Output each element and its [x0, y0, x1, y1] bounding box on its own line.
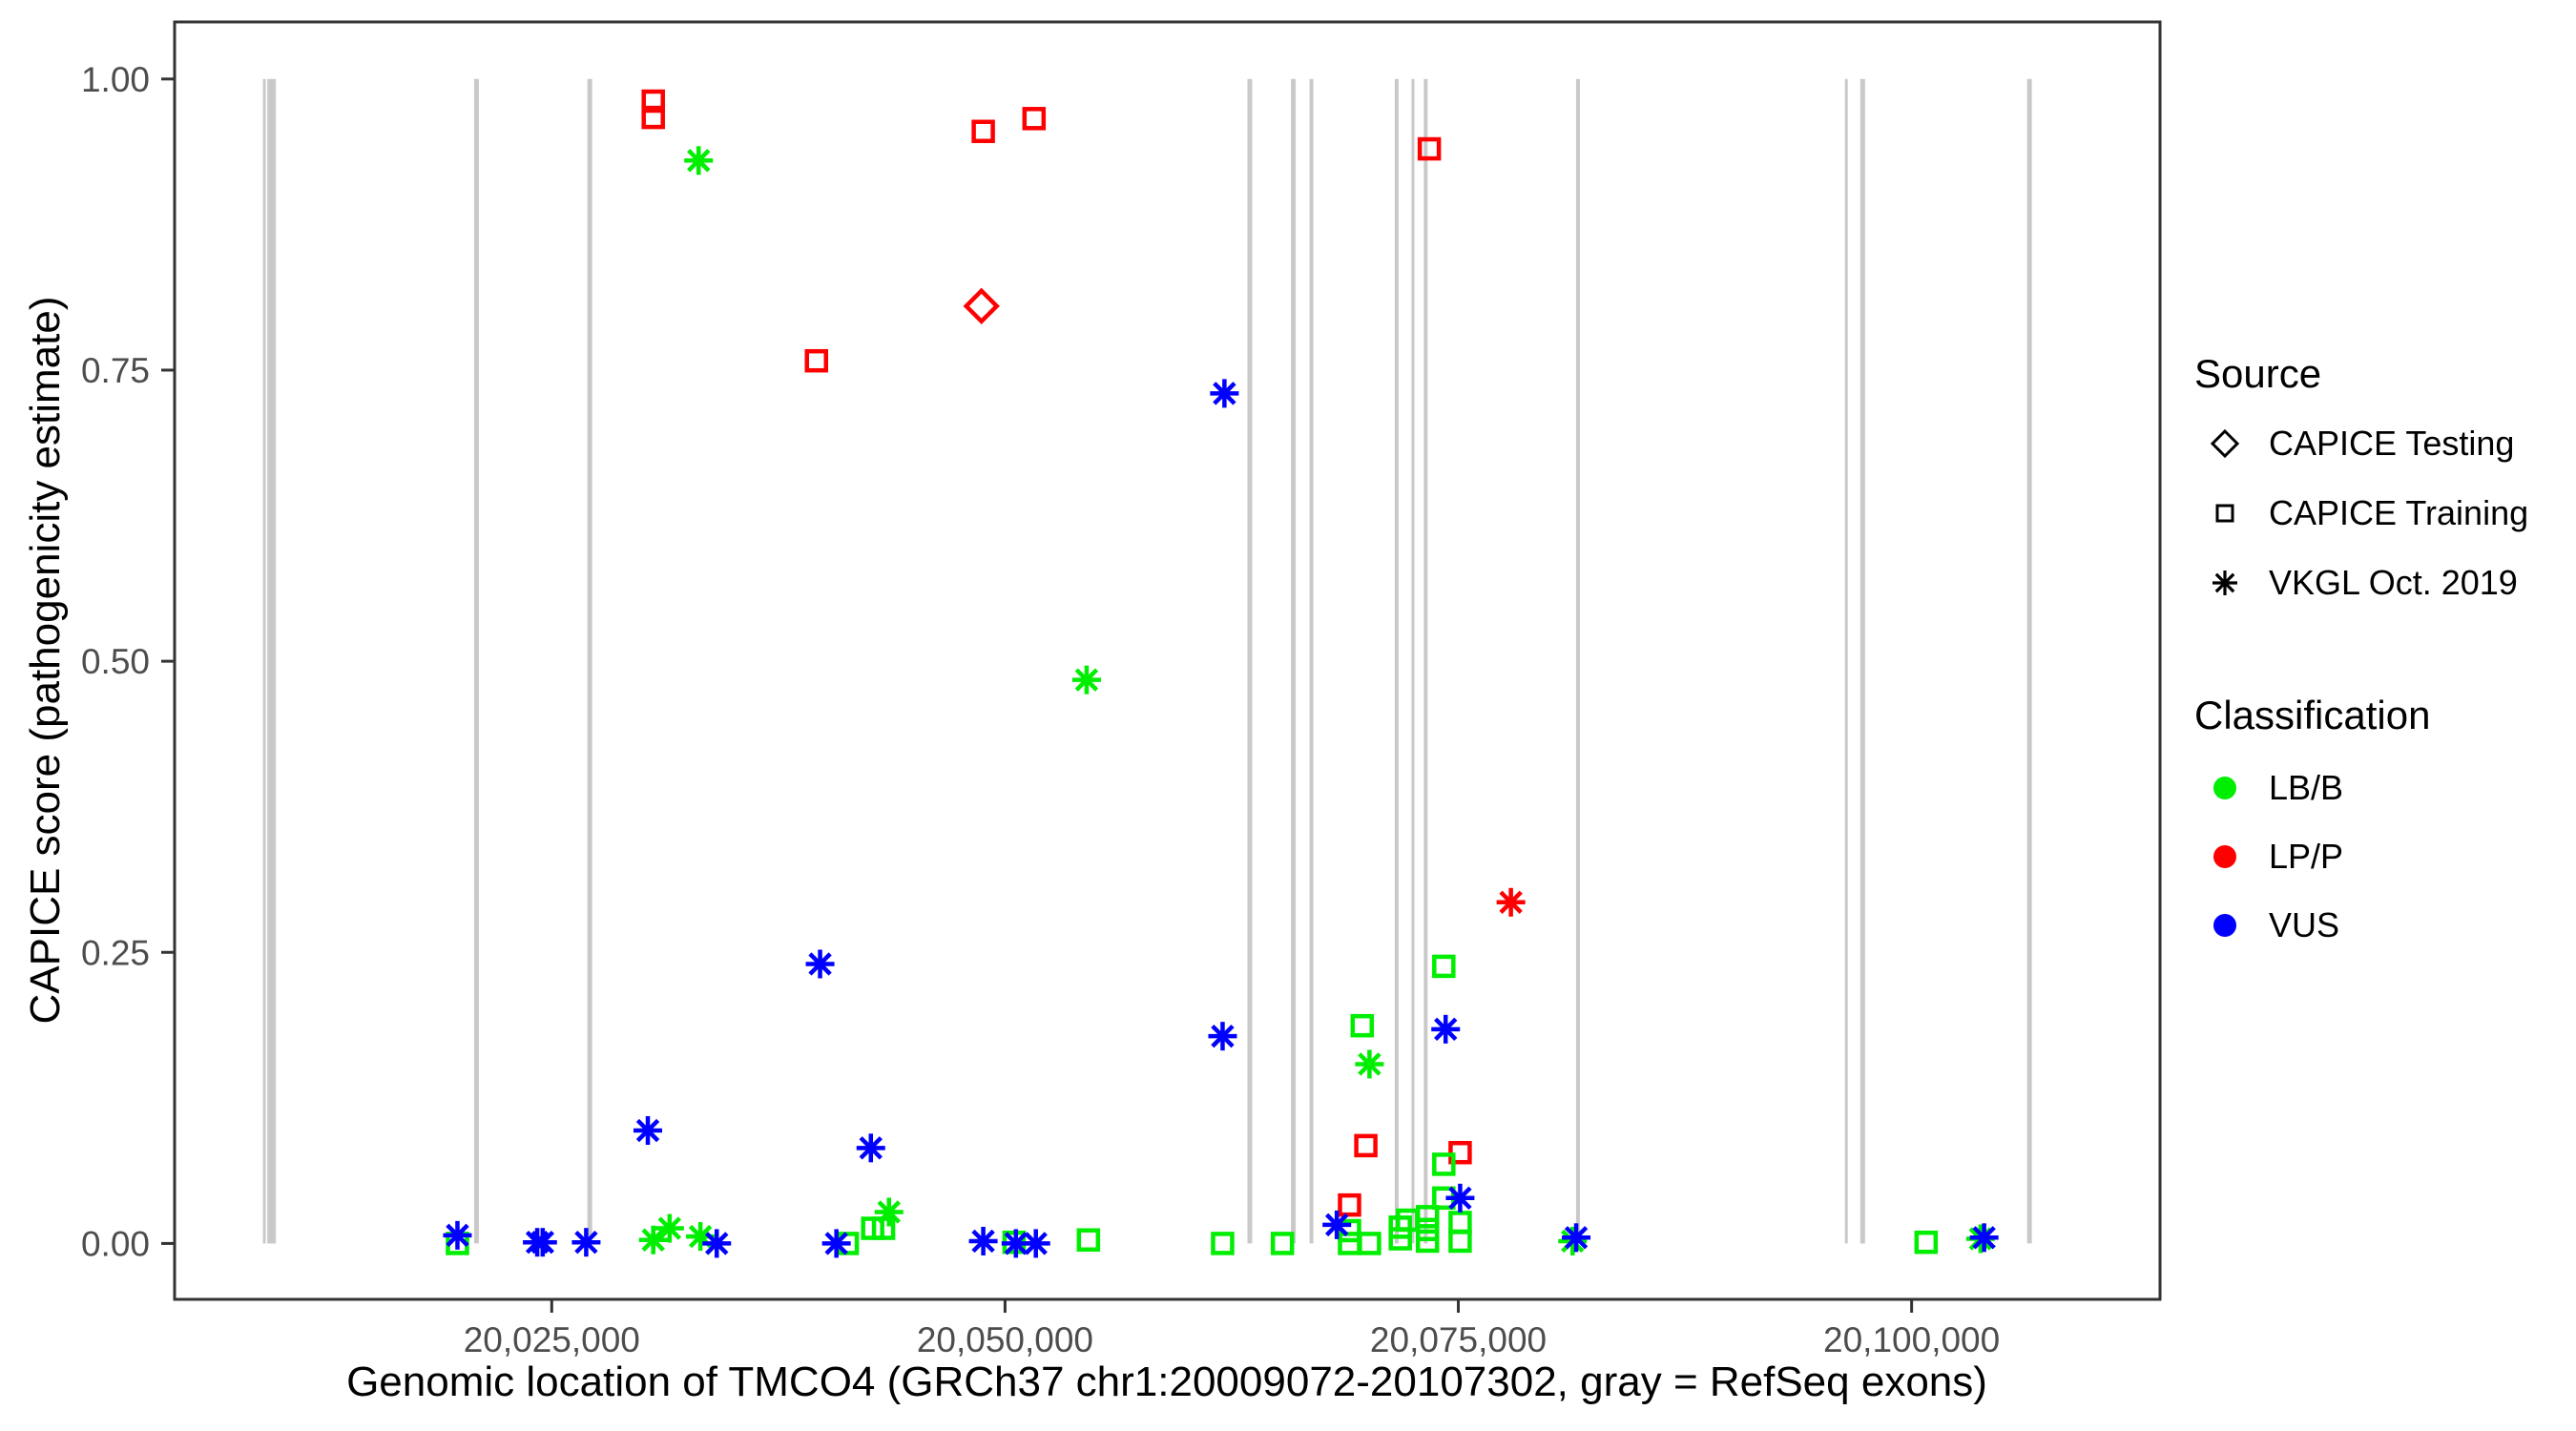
data-point	[702, 1229, 732, 1258]
exon-line	[1309, 78, 1314, 1244]
legend-item-label: LP/P	[2269, 837, 2344, 876]
data-point	[634, 1116, 663, 1146]
legend-item-label: VUS	[2269, 905, 2340, 944]
data-point	[1415, 1205, 1440, 1229]
data-point	[1445, 1183, 1475, 1213]
exon-line	[262, 78, 266, 1244]
legend-classification-title: Classification	[2194, 693, 2431, 737]
data-point	[1322, 1210, 1352, 1239]
green-dot-icon	[2213, 777, 2236, 799]
data-point	[1355, 1049, 1384, 1079]
data-point	[1270, 1232, 1295, 1255]
data-point	[641, 89, 665, 114]
legend-item-vus: VUS	[2204, 902, 2339, 948]
exon-line	[1291, 78, 1297, 1244]
exon-line	[473, 78, 479, 1244]
data-point	[1562, 1223, 1591, 1253]
data-point	[805, 949, 835, 979]
data-point	[821, 1229, 851, 1258]
diamond-icon	[2210, 428, 2240, 459]
data-point	[1076, 1228, 1101, 1252]
data-point	[1354, 1133, 1378, 1158]
exon-line	[1423, 78, 1428, 1244]
asterisk-icon	[2212, 570, 2237, 595]
legend-item-capice-training: CAPICE Training	[2204, 490, 2528, 536]
data-point	[1210, 379, 1239, 408]
exon-line	[1394, 78, 1399, 1244]
exon-line	[587, 78, 592, 1244]
exon-line	[1844, 78, 1848, 1244]
data-point	[1914, 1230, 1939, 1255]
data-point	[1021, 1229, 1050, 1258]
legend-item-label: VKGL Oct. 2019	[2269, 563, 2518, 602]
y-tick-label: 0.25	[81, 933, 150, 972]
data-point	[1432, 1152, 1456, 1176]
exon-line	[1575, 78, 1580, 1244]
data-point	[1432, 954, 1456, 979]
data-point	[1496, 887, 1526, 917]
data-point	[2212, 570, 2237, 595]
data-point	[1969, 1223, 1999, 1253]
y-tick-label: 0.00	[81, 1224, 150, 1263]
data-point	[1211, 1232, 1235, 1255]
legend-item-label: CAPICE Training	[2269, 493, 2529, 532]
data-point	[963, 287, 1000, 325]
data-point	[1448, 1211, 1472, 1234]
exon-line	[2026, 78, 2032, 1244]
data-point	[874, 1197, 904, 1227]
y-tick-label: 0.50	[81, 642, 150, 681]
data-point	[1338, 1192, 1361, 1217]
data-point	[654, 1213, 684, 1243]
data-point	[968, 1226, 998, 1255]
legend-item-lpp: LP/P	[2204, 834, 2343, 880]
exon-line	[1411, 78, 1415, 1244]
exon-line	[1247, 78, 1253, 1244]
data-point	[971, 119, 995, 143]
y-tick-label: 0.75	[81, 351, 150, 390]
legend-item-lbb: LB/B	[2204, 765, 2343, 811]
data-point	[1022, 107, 1047, 131]
legend-item-label: CAPICE Testing	[2269, 424, 2515, 463]
data-point	[1415, 1229, 1440, 1254]
data-point	[638, 1225, 668, 1255]
data-point	[856, 1133, 885, 1163]
legend-item-label: LB/B	[2269, 768, 2344, 807]
data-point	[804, 348, 829, 373]
data-point	[443, 1220, 472, 1250]
x-tick-label: 20,025,000	[464, 1320, 640, 1359]
x-tick-label: 20,050,000	[917, 1320, 1093, 1359]
data-point	[1431, 1014, 1461, 1044]
y-axis-title: CAPICE score (pathogenicity estimate)	[22, 296, 69, 1025]
data-point	[1208, 1022, 1237, 1051]
blue-dot-icon	[2213, 914, 2236, 937]
data-point	[1417, 136, 1442, 161]
data-point	[641, 105, 665, 130]
x-tick-label: 20,075,000	[1370, 1320, 1547, 1359]
y-tick-label: 1.00	[81, 60, 150, 99]
data-point	[684, 146, 714, 176]
data-point	[571, 1228, 601, 1257]
data-point	[1350, 1013, 1375, 1038]
data-point	[1358, 1232, 1381, 1255]
legend: Source CAPICE Testing CAPICE Training VK…	[2194, 0, 2576, 1431]
legend-item-capice-testing: CAPICE Testing	[2204, 421, 2514, 467]
red-dot-icon	[2213, 845, 2236, 868]
data-point	[528, 1228, 557, 1257]
exon-line	[267, 78, 277, 1244]
exon-line	[1859, 78, 1865, 1244]
legend-item-vkgl: VKGL Oct. 2019	[2204, 560, 2518, 606]
data-point	[1071, 665, 1101, 695]
data-point	[1338, 1232, 1361, 1255]
square-icon	[2215, 504, 2234, 523]
legend-source-title: Source	[2194, 351, 2322, 396]
data-point	[1448, 1229, 1472, 1254]
x-tick-label: 20,100,000	[1823, 1320, 2000, 1359]
x-axis-title: Genomic location of TMCO4 (GRCh37 chr1:2…	[346, 1358, 1987, 1405]
